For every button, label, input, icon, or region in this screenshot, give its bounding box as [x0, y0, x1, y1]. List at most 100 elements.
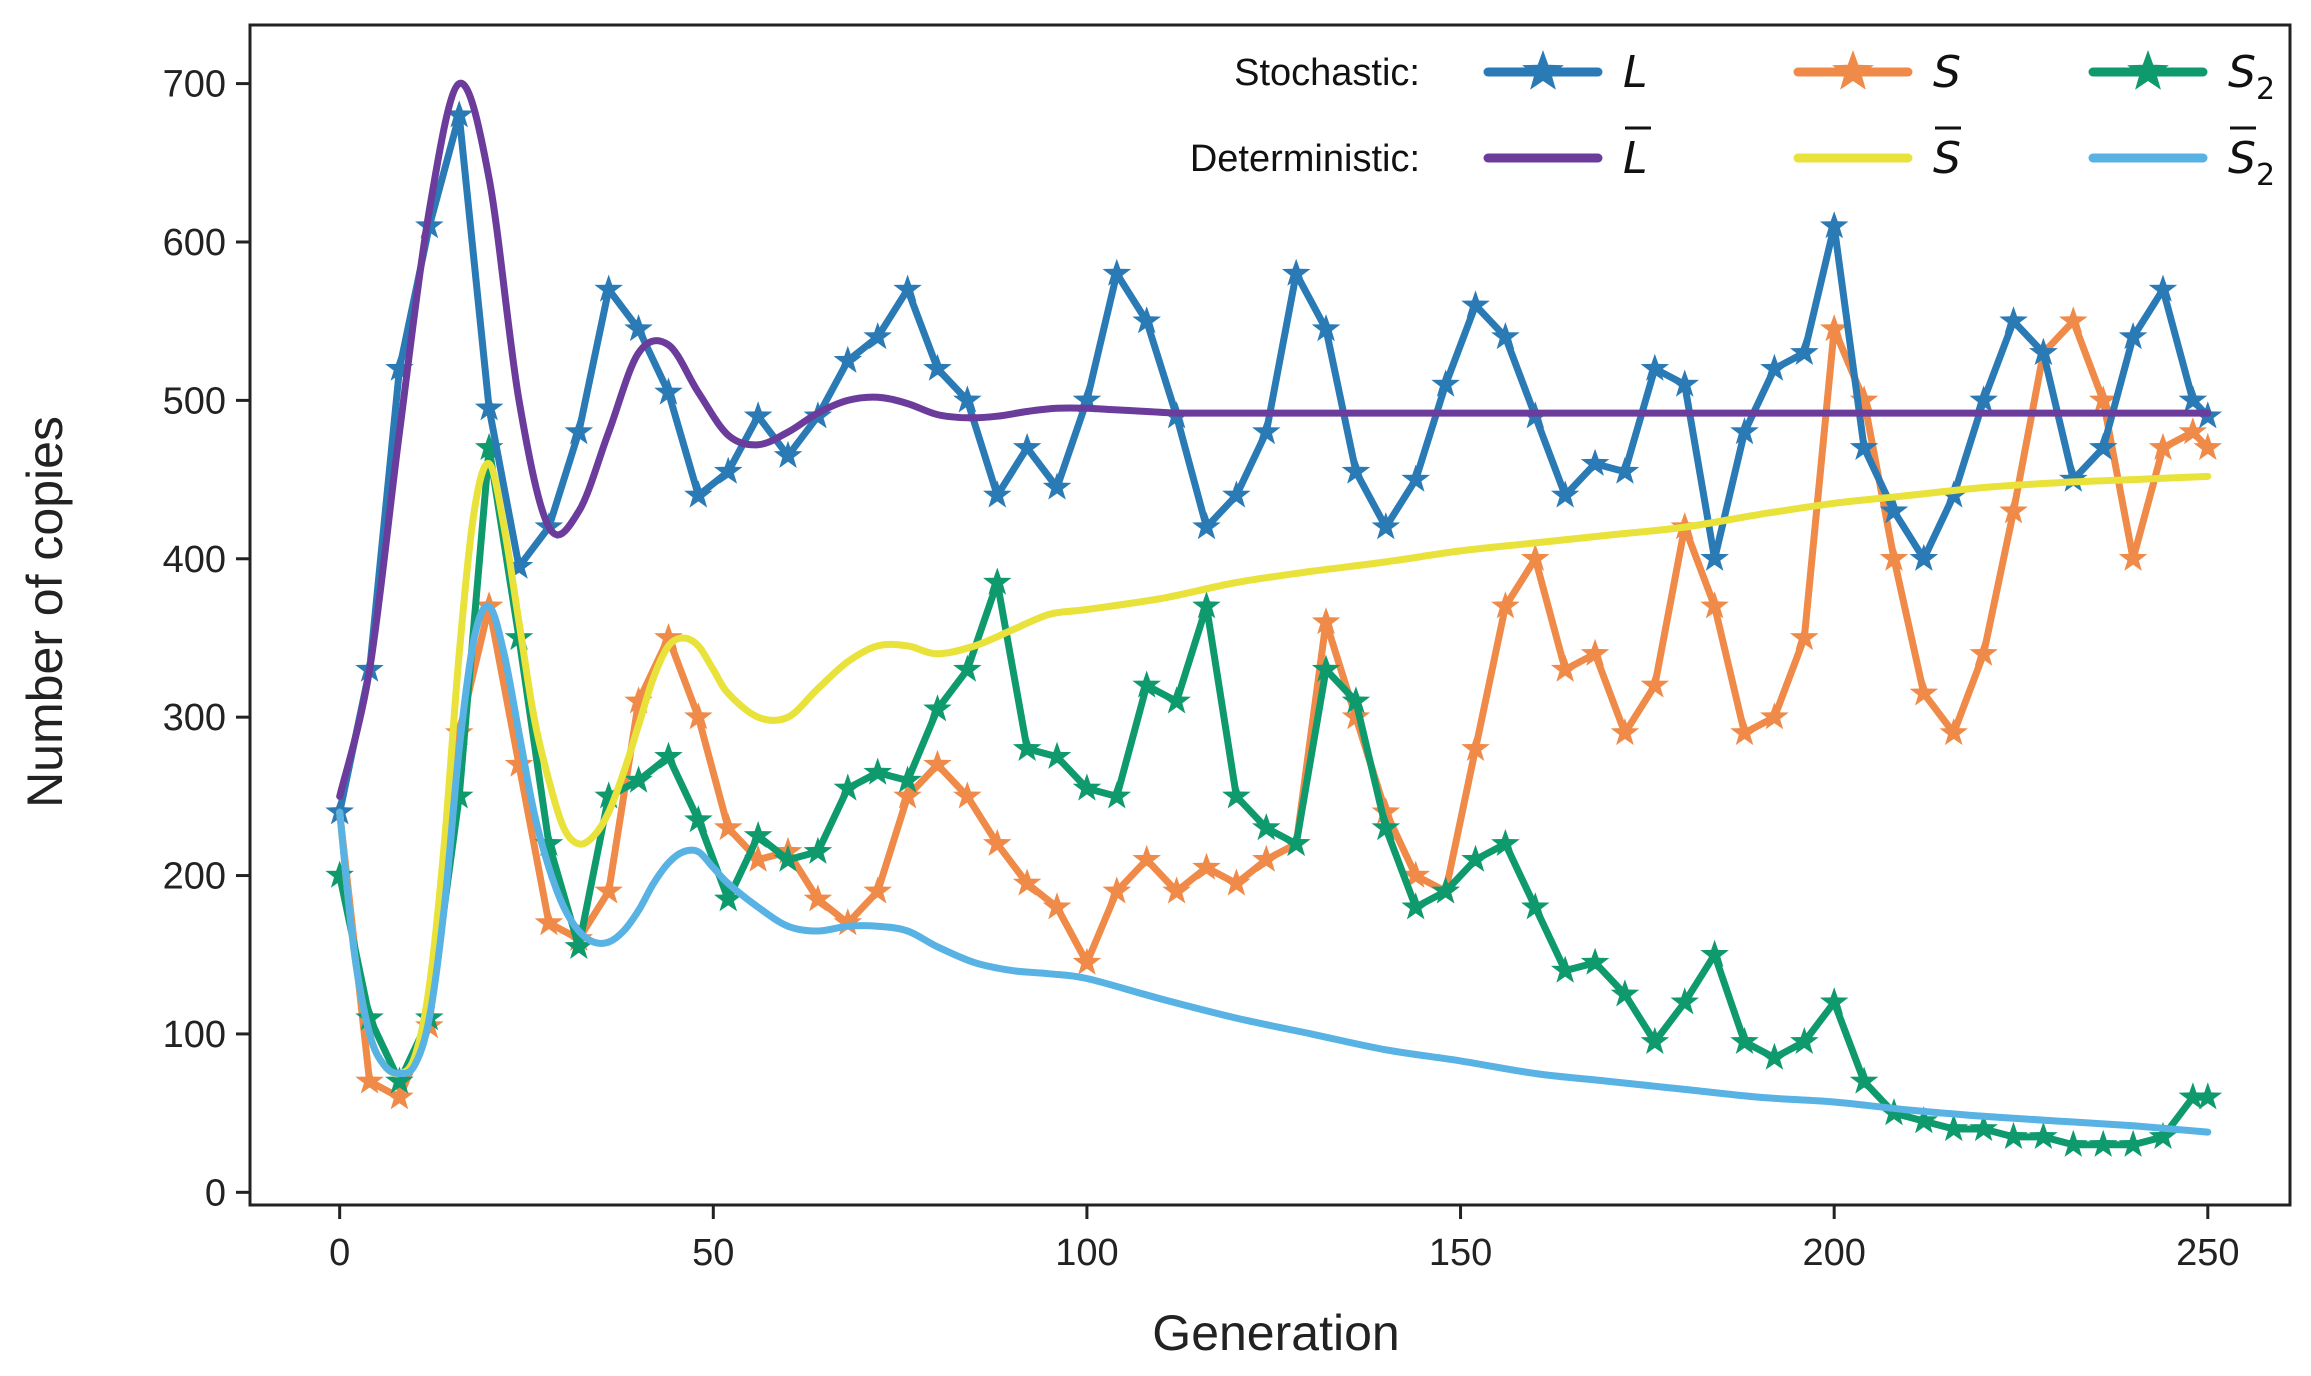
data-point-star — [1670, 369, 1699, 397]
data-point-star — [1969, 385, 1998, 413]
series-line — [336, 79, 2212, 800]
y-tick-label: 100 — [163, 1014, 226, 1056]
data-point-star — [1999, 1121, 2028, 1149]
data-point-star — [714, 456, 743, 484]
series-s2-det — [336, 602, 2212, 1136]
data-point-star — [684, 702, 713, 730]
data-point-star — [1162, 876, 1191, 904]
data-point-star — [1222, 781, 1251, 809]
data-point-star — [2118, 543, 2148, 571]
series-layer — [325, 79, 2223, 1157]
y-tick-label: 600 — [163, 222, 226, 264]
data-point-star — [743, 401, 773, 429]
data-point-star — [1700, 939, 1729, 967]
data-point-star — [1580, 448, 1610, 476]
data-point-star — [2059, 1129, 2088, 1157]
data-point-star — [474, 393, 504, 421]
legend-label: S2 — [2228, 47, 2275, 107]
data-point-star — [1341, 686, 1371, 714]
data-point-star — [654, 377, 683, 405]
data-point-star — [624, 686, 653, 714]
legend-star-marker — [2127, 50, 2169, 90]
legend-entry-l-det: L — [1483, 126, 1651, 184]
legend-star-marker — [1522, 50, 1564, 90]
legend-label: L — [1623, 133, 1648, 184]
data-point-star — [2193, 1082, 2223, 1110]
data-point-star — [1999, 306, 2028, 334]
data-point-star — [534, 908, 564, 936]
legend-star-marker — [1832, 50, 1874, 90]
series-s2 — [325, 432, 2223, 1157]
data-point-star — [2088, 432, 2118, 460]
data-point-star — [1012, 733, 1042, 761]
data-point-star — [1969, 1114, 1998, 1142]
data-point-star — [2059, 306, 2088, 334]
data-point-star — [893, 274, 922, 302]
data-point-star — [1431, 876, 1460, 904]
data-point-star — [773, 440, 803, 468]
data-point-star — [953, 654, 982, 682]
data-point-star — [1461, 733, 1490, 761]
data-point-star — [1819, 987, 1849, 1015]
series-line — [336, 317, 2212, 1101]
data-point-star — [863, 876, 892, 904]
data-point-star — [923, 353, 952, 381]
data-point-star — [594, 876, 623, 904]
data-point-star — [893, 781, 922, 809]
legend-label: S2 — [2228, 133, 2275, 193]
data-point-star — [1640, 353, 1670, 381]
data-point-star — [1610, 718, 1640, 746]
axes-layer: 0 50 100 150 200 250 0 100 200 300 400 500 600 700 — [163, 64, 2240, 1274]
data-point-star — [953, 385, 982, 413]
series-line — [336, 602, 2212, 1136]
data-point-star — [1311, 607, 1341, 635]
data-point-star — [2193, 432, 2223, 460]
data-point-star — [863, 757, 892, 785]
data-point-star — [1849, 432, 1879, 460]
data-point-star — [743, 821, 773, 849]
data-point-star — [1790, 337, 1819, 365]
data-point-star — [1491, 591, 1520, 619]
data-point-star — [355, 1066, 384, 1094]
legend-row-label: Stochastic: — [1234, 52, 1420, 94]
data-point-star — [624, 765, 653, 793]
data-point-star — [684, 805, 713, 833]
data-point-star — [714, 813, 743, 841]
data-point-star — [445, 781, 474, 809]
series-l-det — [336, 79, 2212, 800]
data-point-star — [1969, 638, 1998, 666]
data-point-star — [1849, 1066, 1879, 1094]
legend-row-label: Deterministic: — [1190, 138, 1420, 180]
data-point-star — [1640, 1026, 1670, 1054]
data-point-star — [1072, 947, 1102, 975]
data-point-star — [923, 694, 952, 722]
data-point-star — [1192, 852, 1221, 880]
data-point-star — [504, 551, 534, 579]
data-point-star — [1162, 686, 1191, 714]
series-line — [336, 444, 2212, 1149]
data-point-star — [1102, 876, 1132, 904]
y-tick-label: 400 — [163, 539, 226, 581]
legend-label: S — [1933, 133, 1961, 184]
data-point-star — [1999, 496, 2028, 524]
data-point-star — [1909, 543, 1939, 571]
data-point-star — [983, 828, 1012, 856]
data-point-star — [1879, 543, 1909, 571]
data-point-star — [2088, 385, 2118, 413]
legend-entry-s-det: S — [1793, 126, 1961, 184]
data-point-star — [2178, 1082, 2208, 1110]
data-point-star — [2118, 1129, 2148, 1157]
data-point-star — [1072, 385, 1102, 413]
data-point-star — [624, 314, 653, 342]
legend-entry-s2: S2 — [2088, 47, 2275, 107]
data-point-star — [1819, 314, 1849, 342]
data-point-star — [1401, 892, 1430, 920]
data-point-star — [1311, 314, 1341, 342]
data-point-star — [1371, 512, 1401, 540]
data-point-star — [1819, 211, 1849, 239]
data-point-star — [2148, 1121, 2178, 1149]
data-point-star — [1790, 623, 1819, 651]
data-point-star — [1252, 813, 1281, 841]
data-point-star — [385, 353, 414, 381]
